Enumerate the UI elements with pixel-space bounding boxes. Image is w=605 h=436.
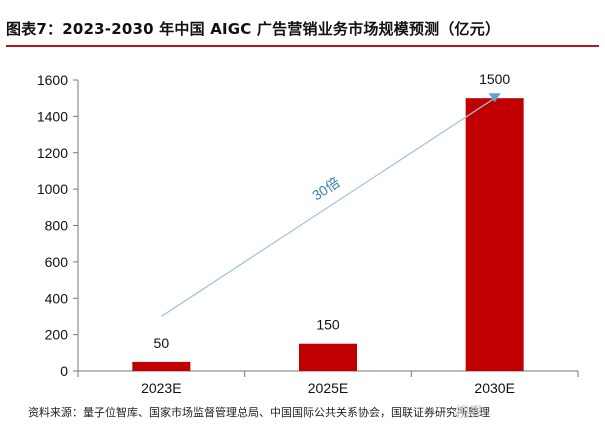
bar — [465, 98, 524, 371]
y-tick-label: 1400 — [37, 108, 68, 124]
x-tick-label: 2030E — [474, 380, 514, 396]
y-tick-label: 1200 — [37, 145, 68, 161]
x-tick-label: 2023E — [141, 380, 181, 396]
bar — [299, 343, 357, 371]
bar — [132, 361, 191, 371]
growth-annotation: 30倍 — [309, 174, 343, 204]
y-tick-label: 800 — [45, 218, 69, 234]
data-label: 150 — [316, 317, 340, 333]
title-divider — [6, 45, 599, 47]
trend-arrowhead — [488, 93, 501, 103]
y-tick-label: 600 — [45, 254, 69, 270]
data-label: 1500 — [479, 71, 510, 87]
y-tick-label: 200 — [45, 327, 69, 343]
bar-chart: 0 200 400 600 800 1000 1200 1400 1600 50 2023E 150 2… — [37, 71, 579, 396]
chart-title: 图表7：2023-2030 年中国 AIGC 广告营销业务市场规模预测（亿元） — [6, 20, 501, 38]
y-tick-label: 0 — [60, 363, 68, 379]
y-tick-label: 400 — [45, 290, 69, 306]
x-tick-label: 2025E — [308, 380, 348, 396]
y-tick-label: 1000 — [37, 181, 68, 197]
data-label: 50 — [154, 335, 170, 351]
y-tick-label: 1600 — [37, 72, 68, 88]
source-note: 资料来源：量子位智库、国家市场监督管理总局、中国国际公共关系协会，国联证券研究所… — [28, 406, 490, 419]
watermark-text: 视界 — [455, 405, 483, 421]
trend-line — [161, 97, 495, 317]
